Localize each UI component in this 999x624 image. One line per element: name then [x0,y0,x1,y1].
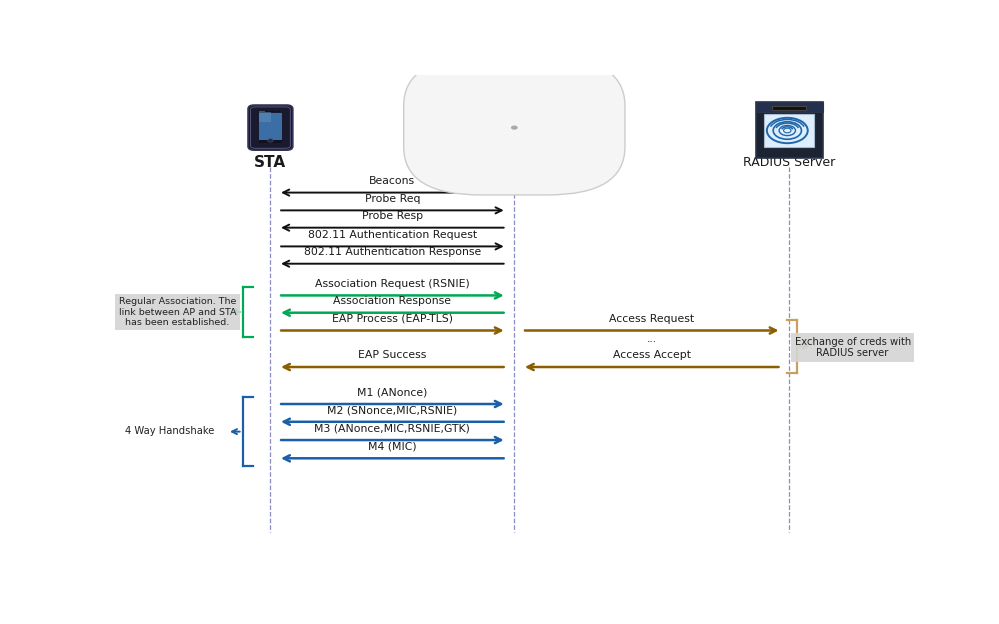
Text: 802.11 Authentication Response: 802.11 Authentication Response [304,247,481,257]
Text: Probe Req: Probe Req [365,193,421,203]
Circle shape [277,110,280,112]
FancyBboxPatch shape [259,113,282,141]
Text: EAP Process (EAP-TLS): EAP Process (EAP-TLS) [332,314,453,324]
FancyBboxPatch shape [248,105,293,150]
Text: Beacons: Beacons [370,176,416,186]
FancyBboxPatch shape [404,57,625,195]
Text: Association Response: Association Response [334,296,452,306]
Bar [764,114,814,147]
Text: M3 (ANonce,MIC,RSNIE,GTK): M3 (ANonce,MIC,RSNIE,GTK) [315,423,471,433]
Bar [265,110,276,112]
Text: Access Accept: Access Accept [612,350,690,360]
FancyBboxPatch shape [451,90,578,169]
Text: Access Request: Access Request [609,314,694,324]
Text: EAP Success: EAP Success [359,350,427,360]
Circle shape [510,125,517,130]
Text: RADIUS Server: RADIUS Server [743,156,835,169]
Text: STA: STA [255,155,287,170]
Text: Exchange of creds with
RADIUS server: Exchange of creds with RADIUS server [794,336,911,358]
FancyBboxPatch shape [772,105,806,110]
Text: M2 (SNonce,MIC,RSNIE): M2 (SNonce,MIC,RSNIE) [328,405,458,415]
Text: M1 (ANonce): M1 (ANonce) [358,388,428,397]
Text: 4 Way Handshake: 4 Way Handshake [125,426,215,436]
Text: AP: AP [502,155,525,170]
FancyBboxPatch shape [260,110,271,122]
Bar [259,140,282,143]
Text: 802.11 Authentication Request: 802.11 Authentication Request [308,230,477,240]
Text: M4 (MIC): M4 (MIC) [368,442,417,452]
Bar [755,102,822,112]
Text: Association Request (RSNIE): Association Request (RSNIE) [315,279,470,289]
Text: Regular Association. The
link between AP and STA
has been established.: Regular Association. The link between AP… [119,298,237,327]
Bar [755,102,822,158]
Circle shape [268,139,273,142]
Text: Probe Resp: Probe Resp [362,211,423,221]
Text: ...: ... [646,334,656,344]
